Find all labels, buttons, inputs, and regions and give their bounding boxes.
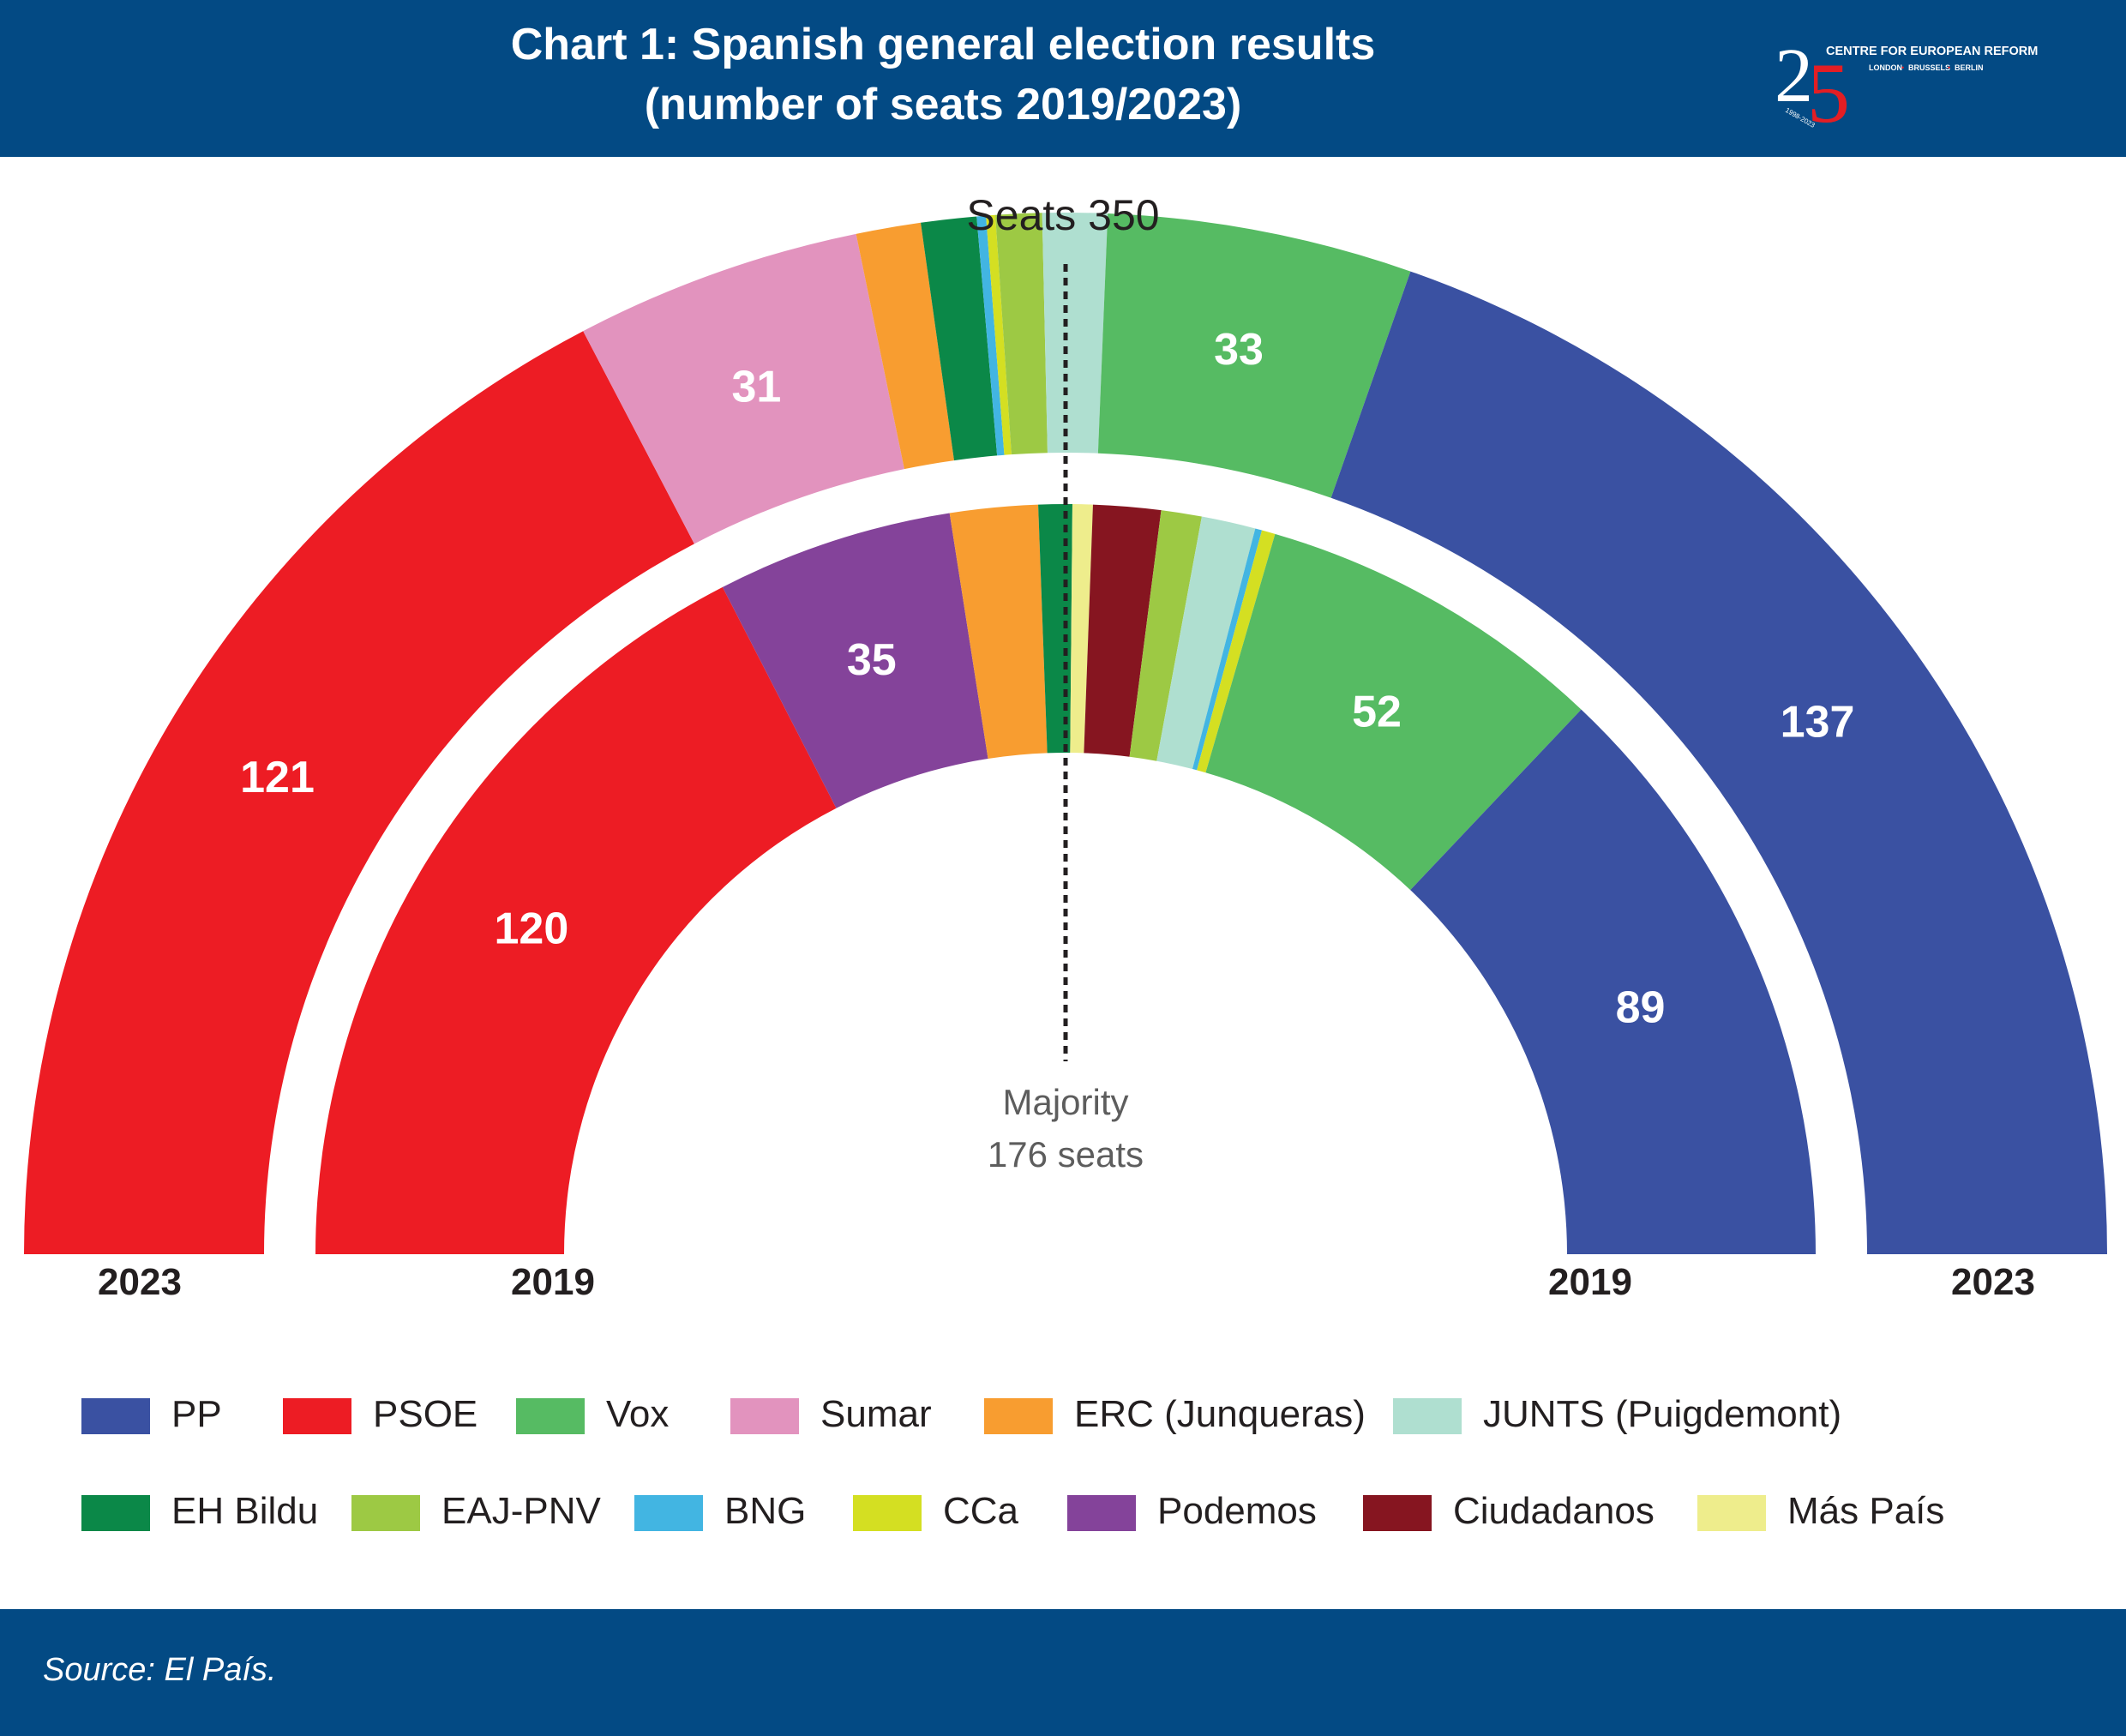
arc-2019-eaj-pnv	[1129, 510, 1202, 761]
seat-label-2023-psoe: 121	[240, 753, 315, 802]
year-labels: 2023 2019 2019 2023	[98, 1261, 2035, 1303]
arc-2019-cca	[1197, 530, 1276, 773]
year-label-1: 2019	[511, 1261, 595, 1303]
legend-swatch	[1697, 1495, 1766, 1531]
parliament-chart: 121 31 33 137 120 35 52 89 Seats 350 Majority 1…	[24, 191, 2107, 1303]
legend-label: Podemos	[1157, 1490, 1317, 1532]
arc-2019-ciudadanos	[1084, 504, 1162, 757]
legend-swatch	[1393, 1398, 1462, 1434]
logo-numeral-2: 2	[1775, 33, 1813, 118]
seat-labels: 121 31 33 137 120 35 52 89	[240, 325, 1854, 1032]
chart-title: Chart 1: Spanish general election result…	[510, 20, 1376, 69]
arc-2019-psoe	[315, 586, 837, 1254]
arc-2019-pp	[1410, 709, 1816, 1254]
arc-2023-cca	[986, 214, 1012, 455]
source-note: Source: El País.	[43, 1652, 277, 1688]
majority-label-line1: Majority	[1002, 1082, 1128, 1122]
svg-text:•: •	[1948, 63, 1950, 72]
seat-label-2019-pp: 89	[1616, 982, 1666, 1032]
logo-city-london: LONDON	[1869, 63, 1902, 72]
legend-swatch	[984, 1398, 1053, 1434]
arc-2023-erc-junqueras	[856, 222, 954, 470]
majority-label-line2: 176 seats	[988, 1134, 1144, 1174]
legend-swatch	[283, 1398, 351, 1434]
legend-label: BNG	[724, 1490, 807, 1532]
seat-label-2019-psoe: 120	[494, 904, 568, 954]
seat-label-2023-sumar: 31	[731, 362, 781, 411]
chart-footer: Source: El País.	[0, 1609, 2126, 1736]
year-label-0: 2023	[98, 1261, 182, 1303]
legend-label: Sumar	[820, 1393, 932, 1435]
arc-2019-vox	[1205, 533, 1582, 891]
arc-2023-sumar	[583, 233, 904, 544]
logo-city-berlin: BERLIN	[1955, 63, 1984, 72]
legend-label: EH Bildu	[171, 1490, 319, 1532]
legend-swatch	[853, 1495, 922, 1531]
logo-numeral-5: 5	[1807, 45, 1850, 141]
legend-swatch	[1067, 1495, 1136, 1531]
arc-2019-junts-puigdemont	[1156, 516, 1256, 770]
total-seats-label: Seats 350	[966, 191, 1159, 239]
year-label-2: 2019	[1548, 1261, 1632, 1303]
legend-label: Más País	[1787, 1490, 1945, 1532]
legend-swatch	[81, 1495, 150, 1531]
legend-label: JUNTS (Puigdemont)	[1483, 1393, 1842, 1435]
arc-2023-vox	[1097, 213, 1411, 498]
legend-swatch	[1363, 1495, 1432, 1531]
seat-label-2023-pp: 137	[1781, 697, 1855, 747]
year-label-3: 2023	[1951, 1261, 2035, 1303]
legend-swatch	[730, 1398, 799, 1434]
legend-swatch	[351, 1495, 420, 1531]
arc-2023-bng	[976, 215, 1005, 456]
arc-2019-podemos	[722, 513, 988, 808]
seat-label-2019-podemos: 35	[847, 635, 897, 685]
arc-2019-mas-pais	[1070, 504, 1093, 754]
legend-swatch	[81, 1398, 150, 1434]
logo-name: CENTRE FOR EUROPEAN REFORM	[1826, 45, 2038, 58]
legend-label: Ciudadanos	[1453, 1490, 1655, 1532]
chart-subtitle: (number of seats 2019/2023)	[644, 80, 1242, 129]
legend-swatch	[634, 1495, 703, 1531]
logo-city-brussels: BRUSSELS	[1908, 63, 1950, 72]
legend-label: PP	[171, 1393, 222, 1435]
chart-header: Chart 1: Spanish general election result…	[0, 0, 2126, 157]
arc-2019-bng	[1192, 528, 1263, 771]
arc-2019-erc-junqueras	[949, 504, 1048, 760]
seat-arcs	[24, 213, 2107, 1255]
arc-2023-pp	[1330, 271, 2107, 1254]
seat-label-2019-vox: 52	[1352, 688, 1402, 737]
legend-label: ERC (Junqueras)	[1074, 1393, 1366, 1435]
legend-label: PSOE	[373, 1393, 478, 1435]
legend-swatch	[516, 1398, 585, 1434]
legend-label: Vox	[606, 1393, 670, 1435]
legend-label: CCa	[943, 1490, 1019, 1532]
cer-logo: 2 5 CENTRE FOR EUROPEAN REFORM LONDON • …	[1775, 33, 2038, 141]
arc-2023-psoe	[24, 331, 694, 1255]
seat-label-2023-vox: 33	[1214, 325, 1264, 375]
arc-2023-eaj-pnv	[995, 213, 1048, 455]
legend-label: EAJ-PNV	[441, 1490, 601, 1532]
arc-2023-junts-puigdemont	[1042, 213, 1108, 454]
svg-text:•: •	[1901, 63, 1904, 72]
arc-2023-eh-bildu	[921, 216, 998, 461]
